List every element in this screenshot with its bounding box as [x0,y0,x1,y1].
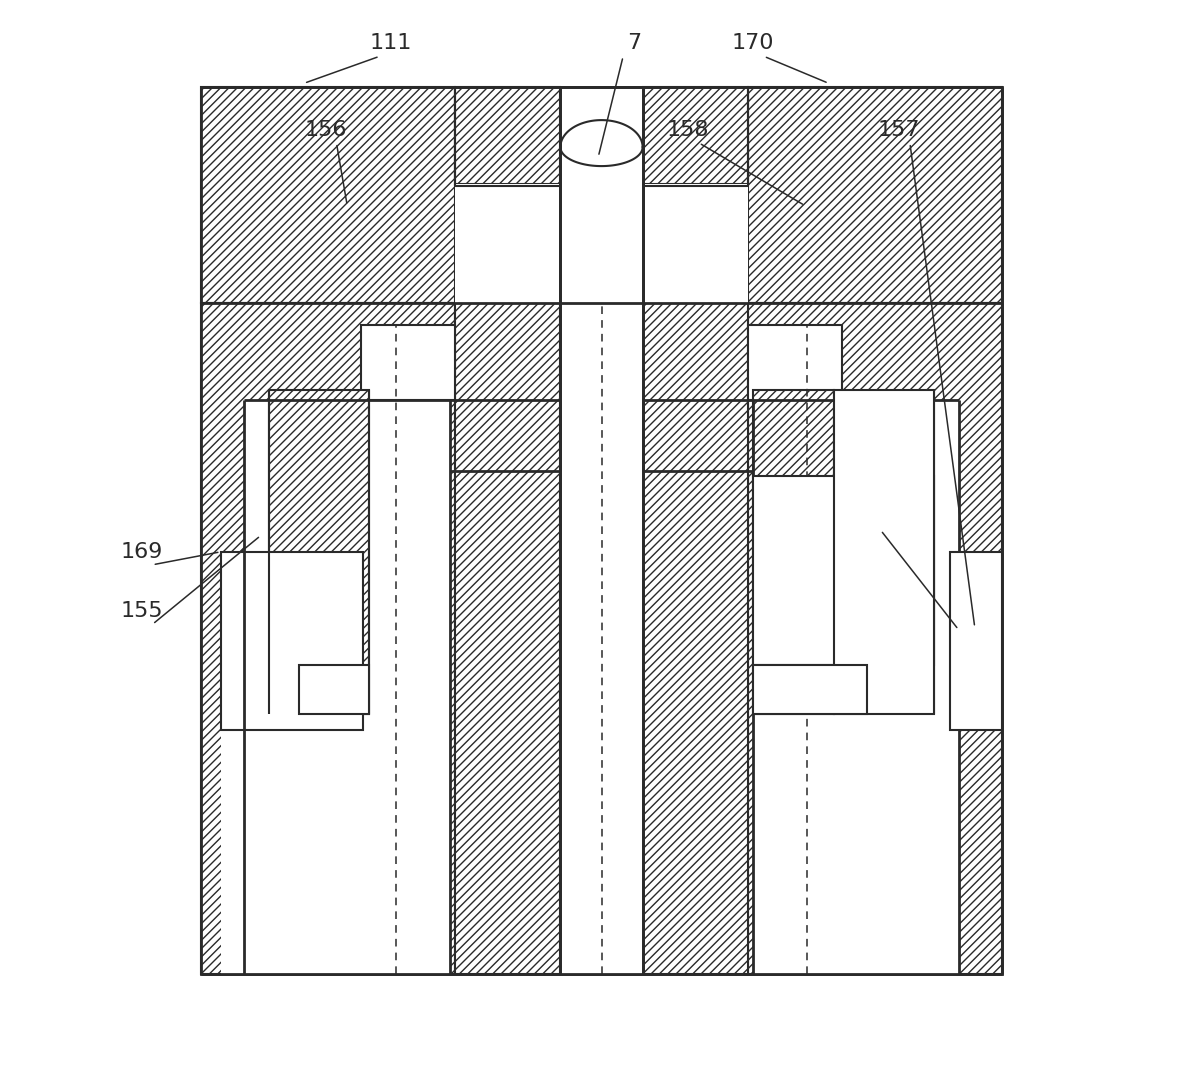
Bar [201,87,456,303]
Bar [753,665,866,714]
Bar [753,390,834,714]
Bar [642,184,747,303]
Text: 111: 111 [369,34,411,53]
Bar [561,87,642,303]
Bar [747,325,842,400]
Text: 156: 156 [304,120,346,140]
Bar [201,303,456,974]
Bar [244,400,450,974]
Bar [561,87,642,974]
Bar [220,730,363,974]
Text: 158: 158 [666,120,710,140]
Text: 157: 157 [878,120,920,140]
Bar [753,400,959,974]
Bar [747,87,1002,303]
Bar [456,184,561,303]
Bar [753,476,934,665]
Bar [269,390,369,714]
Bar [834,390,934,714]
Text: 168: 168 [948,607,990,626]
Bar [456,87,561,184]
Bar [456,303,561,974]
Bar [220,552,363,730]
Bar [561,87,642,303]
Bar [747,303,1002,974]
Bar [201,87,1002,974]
Text: 169: 169 [120,542,162,562]
Text: 7: 7 [627,34,641,53]
Bar [642,303,747,974]
Text: 155: 155 [120,602,162,621]
Bar [361,325,456,400]
Bar [298,665,369,714]
Bar [642,87,747,184]
Text: 170: 170 [731,34,775,53]
Bar [950,552,1002,730]
